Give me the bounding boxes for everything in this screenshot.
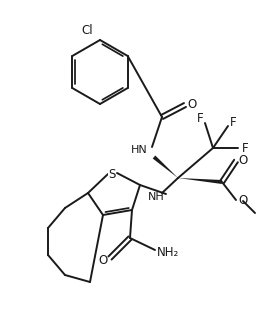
Text: O: O bbox=[187, 98, 197, 110]
Text: O: O bbox=[98, 254, 108, 267]
Text: NH₂: NH₂ bbox=[157, 246, 179, 259]
Text: F: F bbox=[242, 143, 248, 156]
Text: O: O bbox=[238, 194, 248, 207]
Polygon shape bbox=[178, 178, 222, 184]
Text: S: S bbox=[108, 169, 116, 181]
Text: O: O bbox=[238, 153, 248, 166]
Text: NH: NH bbox=[148, 192, 164, 202]
Text: HN: HN bbox=[131, 145, 147, 155]
Text: F: F bbox=[197, 113, 203, 126]
Polygon shape bbox=[153, 156, 178, 178]
Text: Cl: Cl bbox=[81, 24, 93, 38]
Text: F: F bbox=[230, 116, 236, 129]
